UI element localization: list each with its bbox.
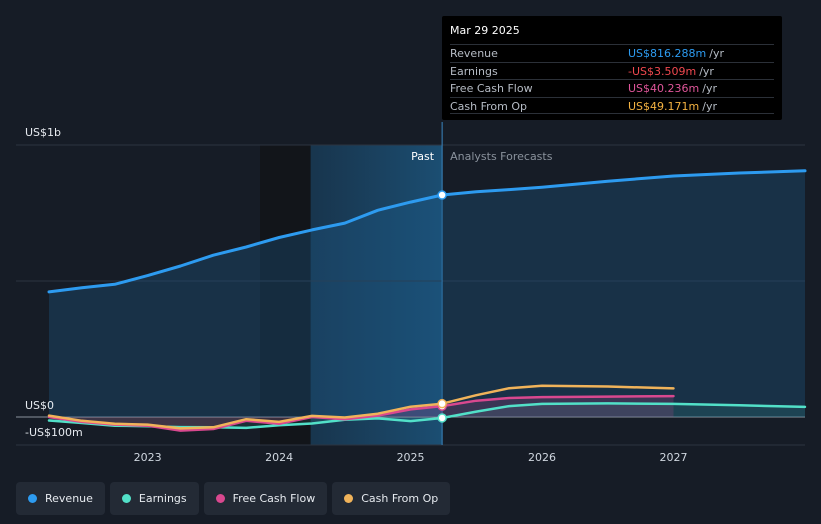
tooltip-row-earnings: Earnings -US$3.509m /yr: [450, 61, 774, 80]
past-label: Past: [411, 150, 435, 163]
revenue-area: [49, 170, 805, 417]
tooltip-label: Revenue: [450, 47, 498, 60]
tooltip-unit: /yr: [702, 82, 717, 95]
tooltip-value: US$816.288m: [628, 47, 707, 60]
legend-dot-icon: [215, 494, 225, 503]
legend-dot-icon: [344, 494, 354, 503]
x-tick-label: 2023: [134, 451, 162, 464]
tooltip-value: US$40.236m: [628, 82, 700, 95]
tooltip-unit: /yr: [702, 99, 717, 113]
legend-label: Revenue: [45, 492, 93, 505]
tooltip-row-free-cash-flow: Free Cash Flow US$40.236m /yr: [450, 79, 774, 97]
legend-label: Earnings: [138, 492, 187, 505]
past-dark-band: [260, 145, 311, 445]
tooltip-value: US$49.171m: [628, 99, 700, 113]
x-tick-label: 2024: [265, 451, 293, 464]
tooltip-unit: /yr: [699, 64, 714, 78]
legend-item-revenue[interactable]: Revenue: [16, 482, 105, 515]
tooltip-label: Cash From Op: [450, 99, 528, 113]
series-line-cash-from-op: [47, 384, 675, 430]
forecast-label: Analysts Forecasts: [450, 150, 553, 163]
tooltip-label: Earnings: [450, 64, 498, 78]
legend-item-free-cash-flow[interactable]: Free Cash Flow: [203, 482, 328, 515]
data-point-revenue: [437, 190, 447, 200]
legend-dot-icon: [121, 494, 131, 503]
tooltip-row-cash-from-op: Cash From Op US$49.171m /yr: [450, 96, 774, 114]
legend-label: Cash From Op: [361, 492, 439, 505]
tooltip-label: Free Cash Flow: [450, 82, 533, 95]
y-tick-label: -US$100m: [25, 426, 83, 439]
data-point-cash-from-op: [437, 398, 447, 409]
tooltip-date: Mar 29 2025: [450, 24, 520, 37]
tooltip-row-revenue: Revenue US$816.288m /yr: [450, 44, 774, 62]
x-tick-label: 2026: [528, 451, 556, 464]
legend-label: Free Cash Flow: [232, 492, 316, 505]
past-highlight-band: [310, 145, 443, 445]
series-line-revenue: [47, 169, 807, 294]
y-tick-label: US$0: [25, 399, 54, 412]
x-tick-label: 2027: [660, 451, 688, 464]
chart-legend: Revenue Earnings Free Cash Flow Cash Fro…: [16, 482, 451, 515]
tooltip-unit: /yr: [709, 47, 724, 60]
data-tooltip: Mar 29 2025 Revenue US$816.288m /yr Earn…: [442, 16, 782, 120]
legend-dot-icon: [28, 494, 37, 503]
y-tick-label: US$1b: [25, 126, 61, 139]
legend-item-earnings[interactable]: Earnings: [109, 482, 199, 515]
data-point-earnings: [437, 413, 447, 423]
legend-item-cash-from-op[interactable]: Cash From Op: [332, 482, 451, 515]
tooltip-value: -US$3.509m: [628, 64, 697, 78]
x-tick-label: 2025: [397, 451, 425, 464]
